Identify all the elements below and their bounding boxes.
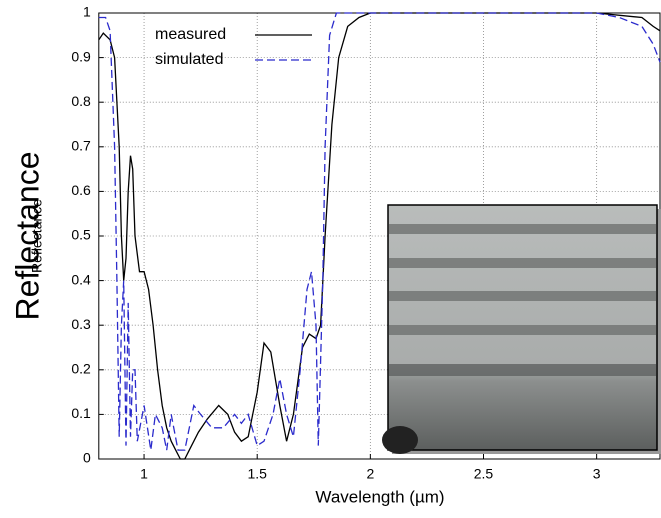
series-line	[98, 12, 661, 460]
x-tick-label: 1.5	[247, 466, 267, 482]
legend-label: simulated	[155, 51, 223, 68]
y-tick-label: 0	[83, 450, 91, 466]
x-axis-label: Wavelength (µm)	[315, 487, 444, 506]
x-tick-label: 2	[366, 466, 374, 482]
x-tick-label: 1	[140, 466, 148, 482]
y-tick-label: 0.5	[71, 227, 91, 243]
x-tick-label: 3	[593, 466, 601, 482]
y-tick-label: 0.8	[71, 93, 91, 109]
y-tick-label: 0.4	[71, 271, 91, 287]
y-tick-label: 0.3	[71, 316, 91, 332]
y-tick-label: 0.1	[71, 405, 91, 421]
series-line	[98, 12, 661, 451]
y-tick-label: 0.6	[71, 182, 91, 198]
y-axis-label-small: Reflectance	[29, 199, 45, 273]
y-tick-label: 0.7	[71, 138, 91, 154]
y-tick-label: 0.9	[71, 48, 91, 64]
x-tick-label: 2.5	[474, 466, 494, 482]
y-tick-label: 0.2	[71, 361, 91, 377]
y-axis-label: Reflectance	[9, 152, 45, 321]
legend-label: measured	[155, 26, 226, 43]
inset-image	[382, 204, 661, 454]
y-tick-label: 1	[83, 4, 91, 20]
